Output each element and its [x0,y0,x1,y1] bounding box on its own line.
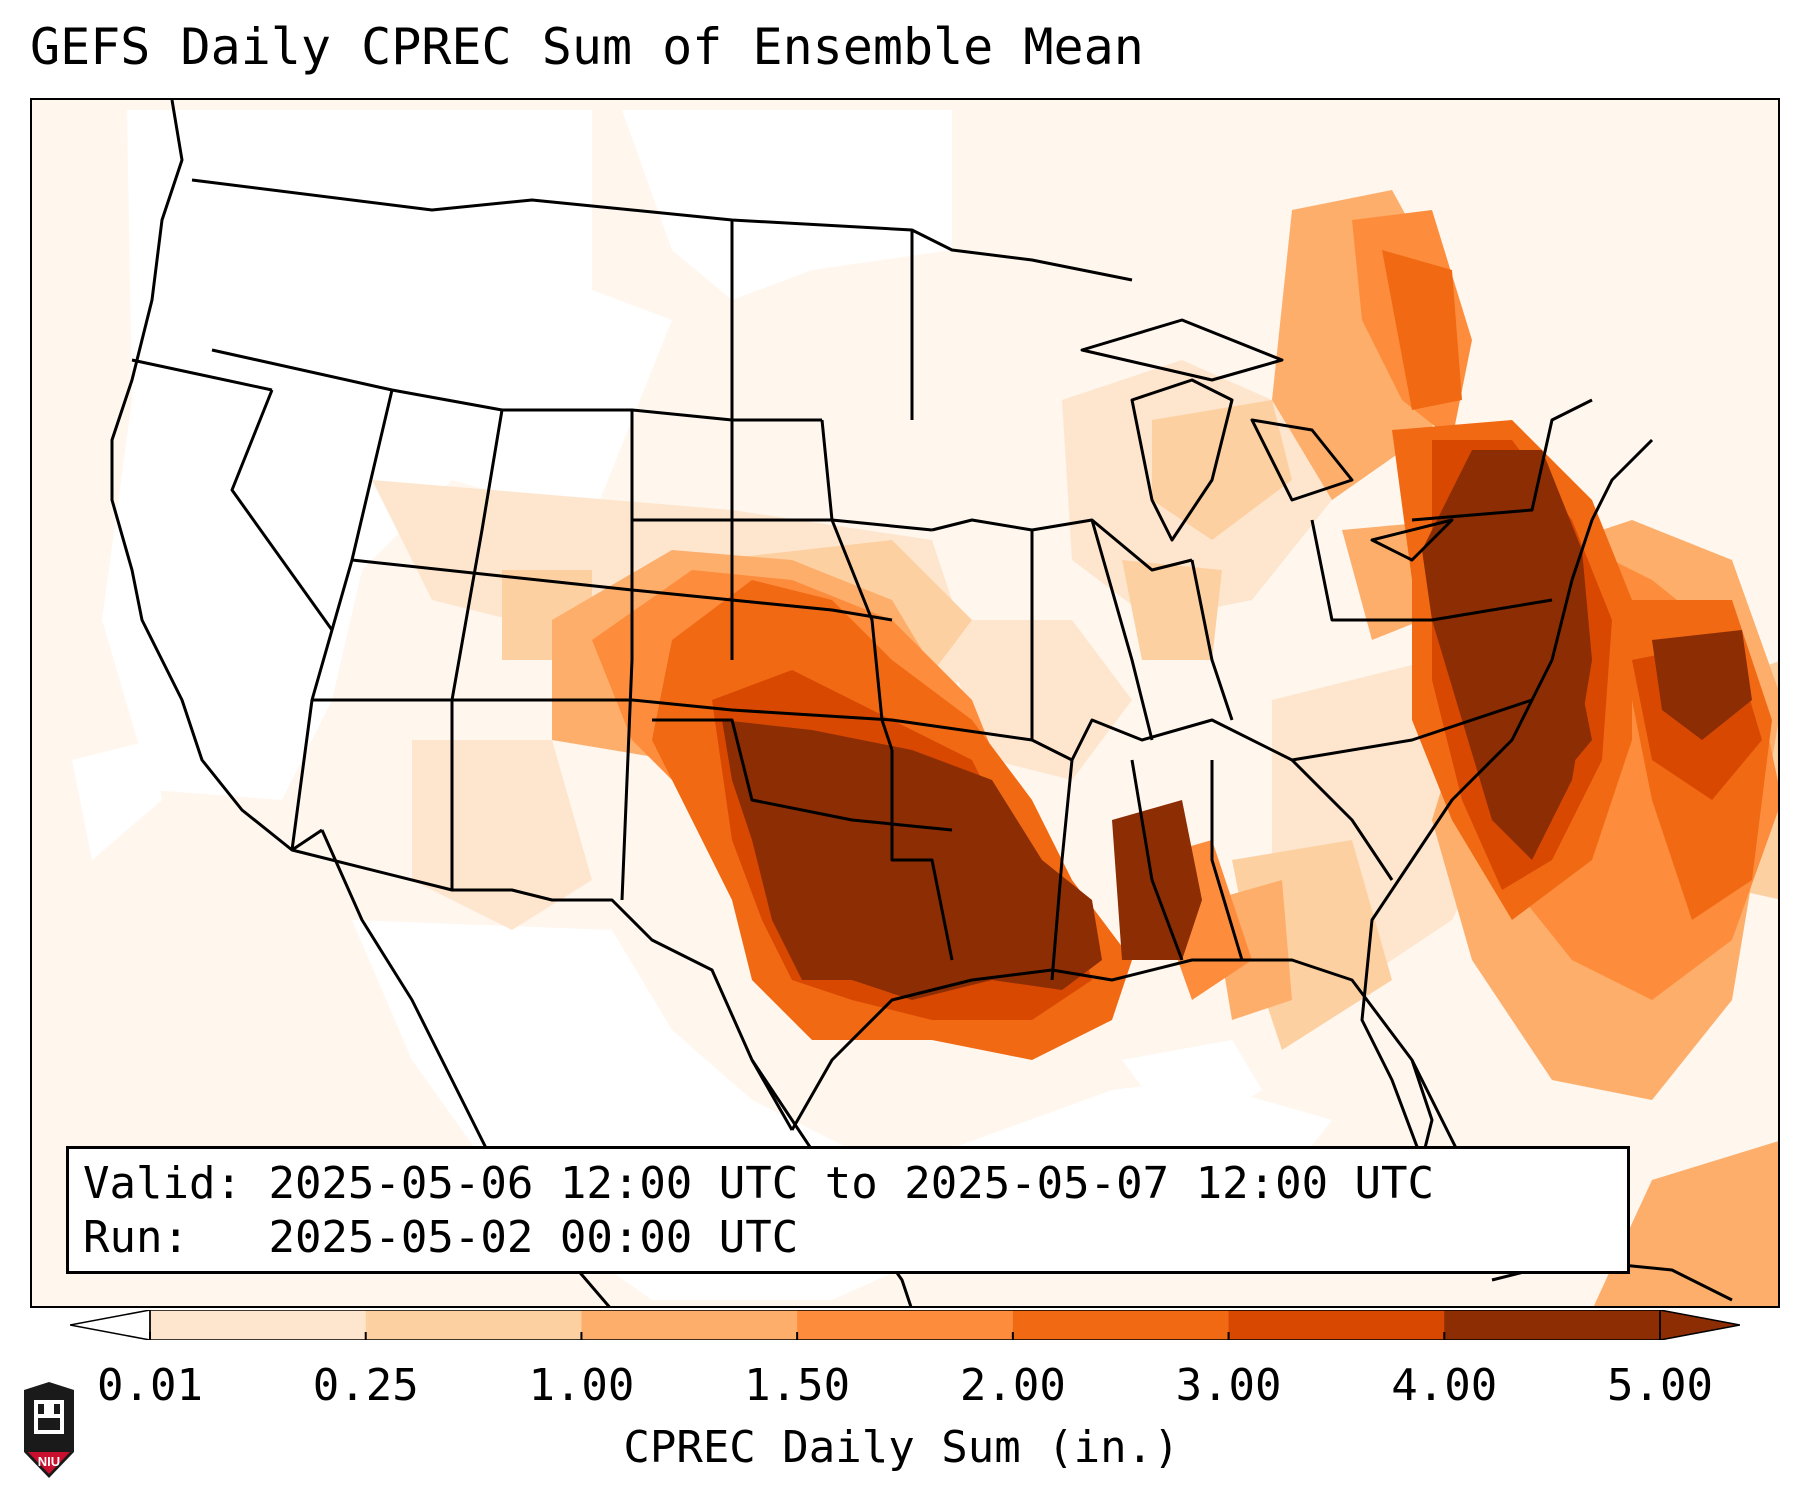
state-line [1030,530,1533,762]
state-line [820,419,894,751]
valid-line: Valid: 2025-05-06 12:00 UTC to 2025-05-0… [83,1157,1613,1211]
state-line [1210,760,1244,961]
state-line [1130,759,1184,961]
run-value: 2025-05-02 00:00 UTC [268,1212,799,1263]
colorbar-segment [365,1310,582,1340]
valid-label: Valid: [83,1158,242,1209]
run-label: Run: [83,1212,189,1263]
colorbar-segment [1012,1310,1230,1340]
state-line [1411,398,1593,522]
colorbar-segment [1444,1310,1661,1340]
colorbar-tick-label: 3.00 [1175,1360,1282,1411]
colorbar-tick-label: 1.00 [528,1360,635,1411]
colorbar-label: CPREC Daily Sum (in.) [623,1422,1180,1473]
precip-map [30,98,1780,1308]
colorbar-segment [150,1310,367,1340]
colorbar-tick-label: 0.01 [97,1360,203,1411]
colorbar-segment [581,1310,798,1340]
colorbar-tick-label: 2.00 [959,1360,1066,1411]
map-title: GEFS Daily CPREC Sum of Ensemble Mean [30,18,1144,76]
us-canada-border [191,178,1133,282]
state-line [1090,519,1154,741]
state-line [450,409,504,890]
state-line [1310,519,1553,622]
state-line [652,718,953,832]
us-mexico-border [291,848,794,1131]
colorbar-segment [1228,1310,1445,1340]
colorbar-tick-label: 5.00 [1607,1360,1713,1411]
niu-logo-icon: NIU [24,1382,74,1478]
colorbar-tick-label: 1.50 [744,1360,851,1411]
state-line [131,358,273,392]
state-line [351,558,893,622]
state-line [312,698,1033,742]
state-line [1050,759,1074,981]
west-coastline [110,100,323,852]
state-line [1190,559,1234,721]
state-line [230,389,334,631]
run-line: Run: 2025-05-02 00:00 UTC [83,1211,1613,1265]
lake-erie [1370,518,1454,562]
valid-value: 2025-05-06 12:00 UTC to 2025-05-07 12:00… [268,1158,1435,1209]
state-line [890,750,954,961]
colorbar-segment [797,1310,1014,1340]
colorbar-tick-label: 0.25 [312,1360,419,1411]
logo-text: NIU [38,1454,60,1469]
colorbar [70,1310,1740,1340]
colorbar-tick-label: 4.00 [1391,1360,1498,1411]
lake-huron [1250,418,1354,502]
state-line [931,518,1193,572]
colorbar-extend-low [70,1310,151,1340]
lake-michigan [1130,378,1234,542]
state-line [211,348,822,422]
colorbar-outline [149,1310,1661,1340]
state-line [290,389,394,851]
lake-superior [1080,318,1284,382]
state-line [1290,758,1394,881]
valid-run-info-box: Valid: 2025-05-06 12:00 UTC to 2025-05-0… [66,1146,1630,1274]
colorbar-extend-high [1659,1310,1740,1340]
map-canvas [32,100,1778,1306]
state-line [632,518,933,532]
